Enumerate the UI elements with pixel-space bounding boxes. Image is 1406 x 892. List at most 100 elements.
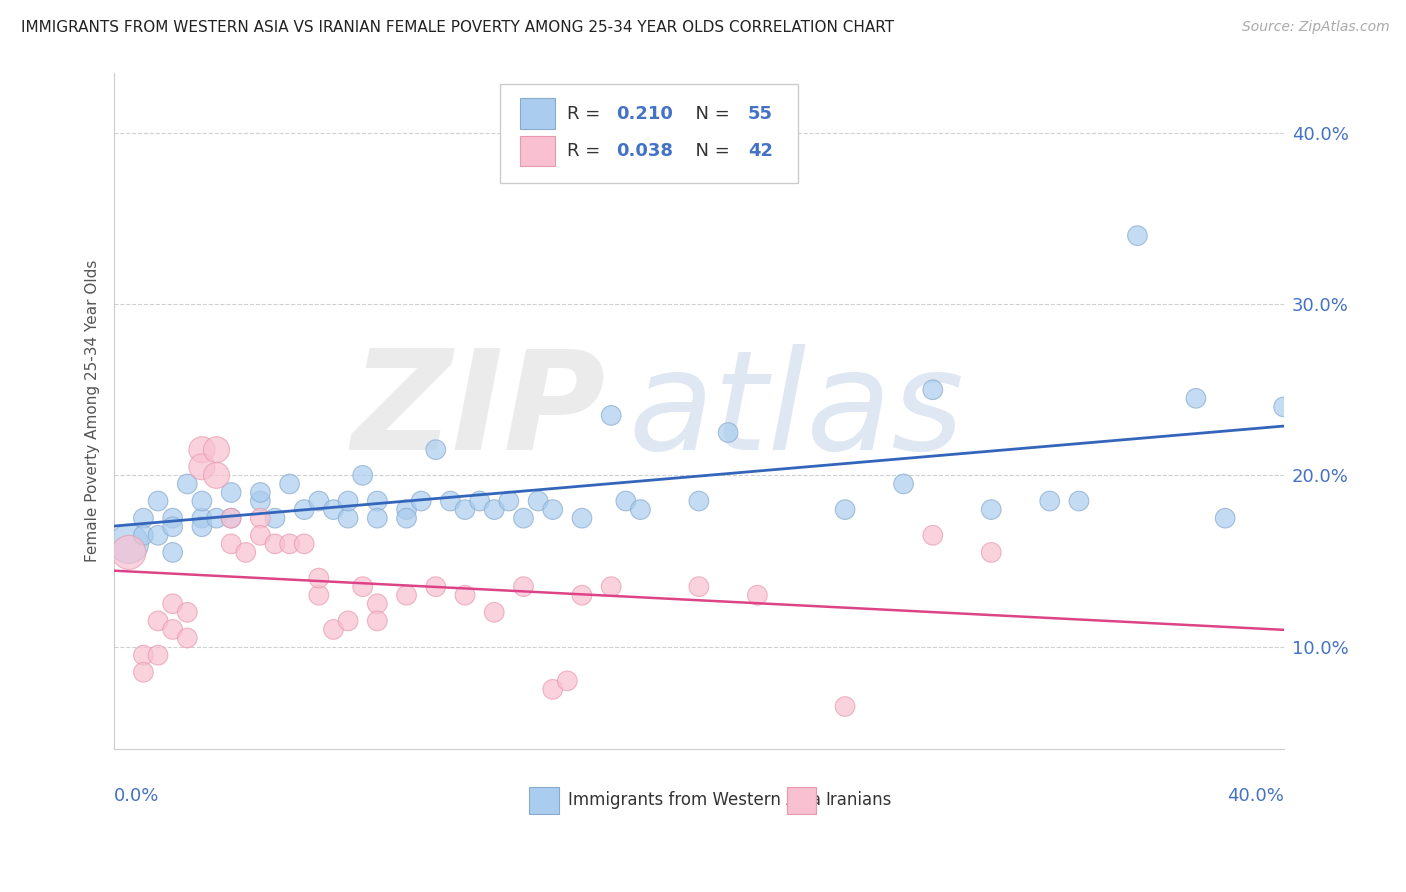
Point [132,528,155,542]
Point [176,631,198,645]
Point [980,545,1002,559]
Point [176,477,198,491]
Point [893,477,915,491]
Point [1213,511,1236,525]
Bar [786,787,815,814]
Text: R =: R = [567,104,606,122]
Point [366,511,388,525]
Point [322,502,344,516]
Text: 55: 55 [748,104,773,122]
Text: atlas: atlas [628,343,965,479]
Point [541,502,564,516]
Text: Immigrants from Western Asia: Immigrants from Western Asia [568,791,821,809]
Point [688,580,710,594]
Point [146,494,169,508]
Point [921,383,943,397]
Text: R =: R = [567,142,606,160]
Point [162,597,184,611]
Point [249,485,271,500]
Text: IMMIGRANTS FROM WESTERN ASIA VS IRANIAN FEMALE POVERTY AMONG 25-34 YEAR OLDS COR: IMMIGRANTS FROM WESTERN ASIA VS IRANIAN … [21,20,894,35]
Bar [520,98,555,128]
Point [352,468,374,483]
Point [191,442,214,457]
Point [308,588,330,602]
Bar [520,136,555,166]
Point [278,537,301,551]
Bar [529,787,558,814]
Point [468,494,491,508]
Text: N =: N = [683,142,735,160]
Point [322,623,344,637]
Point [337,614,360,628]
Point [249,511,271,525]
Point [395,588,418,602]
Text: 0.210: 0.210 [616,104,672,122]
Point [1272,400,1295,414]
Text: 0.0%: 0.0% [114,787,159,805]
Point [395,502,418,516]
Point [366,614,388,628]
Point [541,682,564,697]
Point [176,605,198,619]
Point [219,485,242,500]
Point [688,494,710,508]
Point [352,580,374,594]
Point [278,477,301,491]
Point [717,425,740,440]
Point [264,537,287,551]
Point [395,511,418,525]
Point [337,494,360,508]
Text: Iranians: Iranians [825,791,891,809]
Point [366,597,388,611]
Point [191,494,214,508]
Point [249,528,271,542]
Point [337,511,360,525]
Point [146,648,169,662]
Point [527,494,550,508]
Point [1067,494,1090,508]
Point [921,528,943,542]
Point [235,545,257,559]
Point [219,511,242,525]
Point [834,502,856,516]
Point [118,545,141,559]
Point [162,545,184,559]
Point [205,442,228,457]
Point [1126,228,1149,243]
Point [747,588,769,602]
Point [292,502,315,516]
Text: ZIP: ZIP [352,343,606,479]
Point [162,519,184,533]
Text: N =: N = [683,104,735,122]
Y-axis label: Female Poverty Among 25-34 Year Olds: Female Poverty Among 25-34 Year Olds [86,260,100,562]
Point [191,519,214,533]
Point [571,511,593,525]
Point [146,528,169,542]
Point [1039,494,1062,508]
Point [512,580,534,594]
Point [132,648,155,662]
Text: Source: ZipAtlas.com: Source: ZipAtlas.com [1241,20,1389,34]
FancyBboxPatch shape [501,85,799,183]
Text: 42: 42 [748,142,773,160]
Point [411,494,433,508]
Point [132,665,155,680]
Point [308,571,330,585]
Text: 40.0%: 40.0% [1227,787,1284,805]
Point [191,511,214,525]
Point [219,537,242,551]
Point [249,494,271,508]
Point [132,511,155,525]
Point [628,502,651,516]
Point [219,511,242,525]
Point [205,468,228,483]
Point [1185,392,1208,406]
Point [614,494,637,508]
Point [162,511,184,525]
Point [498,494,520,508]
Point [264,511,287,525]
Point [162,623,184,637]
Point [571,588,593,602]
Point [366,494,388,508]
Point [980,502,1002,516]
